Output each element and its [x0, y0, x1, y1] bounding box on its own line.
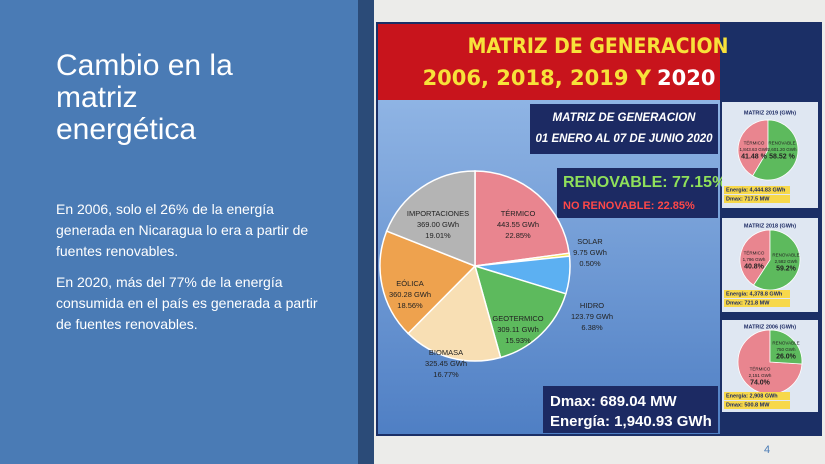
slice-share: 40.8% — [744, 263, 765, 270]
pie-slice — [385, 170, 476, 268]
slice-name: TÉRMICO — [750, 366, 771, 372]
slice-name: BIOMASA — [429, 348, 463, 357]
slice-name: HIDRO — [580, 301, 604, 310]
slice-share: 15.93% — [505, 336, 531, 345]
non-renewable-share: NO RENOVABLE: 22.85% — [563, 200, 695, 212]
footer-box — [724, 290, 790, 298]
slice-energy: 325.45 GWh — [425, 359, 467, 368]
totals-box — [543, 386, 718, 433]
slide-title: Cambio en la matriz energética — [56, 49, 233, 146]
slice-energy: 9.75 GWh — [573, 248, 607, 257]
slice-share: 74.0% — [750, 379, 771, 386]
pie-slice — [407, 264, 502, 362]
paragraph: En 2006, solo el 26% de la energía gener… — [56, 201, 309, 259]
accent-strip — [358, 0, 374, 464]
mini-footer: Dmax: 721.8 MW — [726, 300, 770, 306]
period-line: 01 ENERO AL 07 DE JUNIO 2020 — [535, 133, 713, 145]
pie-slice — [769, 329, 803, 365]
footer-box — [724, 392, 790, 400]
slice-name: RENOVABLE — [772, 341, 799, 346]
slice-name: TÉRMICO — [744, 140, 765, 146]
pie-slice — [473, 264, 567, 359]
renewable-share: RENOVABLE: 77.15% — [563, 174, 726, 191]
slice-share: 6.38% — [581, 323, 603, 332]
slice-share: 22.85% — [505, 231, 531, 240]
paragraph: En 2020, más del 77% de la energía consu… — [56, 274, 318, 332]
pie-slice — [752, 119, 799, 181]
slice-share: 19.01% — [425, 231, 451, 240]
slice-name: SOLAR — [577, 237, 603, 246]
slice-energy: 369.00 GWh — [417, 220, 459, 229]
period-box — [530, 104, 718, 154]
period-line: MATRIZ DE GENERACION — [553, 112, 697, 124]
mini-footer: Energía: 2,908 GWh — [726, 393, 778, 399]
banner — [378, 24, 720, 100]
slice-energy: 2,582 GWh — [775, 259, 798, 264]
mini-title: MATRIZ 2006 (GWh) — [744, 324, 796, 330]
slice-share: 16.77% — [433, 370, 459, 379]
slice-name: IMPORTACIONES — [407, 209, 469, 218]
footer-box — [724, 299, 790, 307]
mini-title: MATRIZ 2018 (GWh) — [744, 223, 796, 229]
slice-name: RENOVABLE — [772, 253, 799, 258]
mini-title: MATRIZ 2019 (GWh) — [744, 110, 796, 116]
footer-box — [724, 195, 790, 203]
banner-line: MATRIZ DE GENERACION — [468, 34, 729, 58]
slice-share: 59.2% — [776, 265, 797, 272]
share-box — [557, 168, 718, 218]
slice-energy: 1,796 GWh — [743, 257, 766, 262]
slice-energy: 2,151 GWh — [749, 373, 772, 378]
mini-footer: Dmax: 717.5 MW — [726, 196, 770, 202]
slice-energy: 2,601.20 GWh — [767, 147, 797, 152]
page-number: 4 — [764, 444, 771, 456]
slice-energy: 750 GWh — [776, 347, 796, 352]
left-panel — [0, 0, 358, 464]
footer-box — [724, 186, 790, 194]
slice-share: 18.56% — [397, 301, 423, 310]
slice-energy: 123.79 GWh — [571, 312, 613, 321]
footer-box — [724, 401, 790, 409]
slice-name: TÉRMICO — [744, 250, 765, 256]
banner-highlight: 2020 — [657, 66, 715, 90]
slice-share: 0.50% — [579, 259, 601, 268]
slice-share: 41.48 % — [741, 153, 767, 160]
slice-energy: 360.28 GWh — [389, 290, 431, 299]
slice-name: RENOVABLE — [768, 141, 795, 146]
slice-energy: 1,843.63 GWh — [739, 147, 769, 152]
slice-share: 58.52 % — [769, 153, 795, 160]
energy-total: Energía: 1,940.93 GWh — [550, 413, 712, 430]
slice-energy: 309.11 GWh — [497, 325, 539, 334]
pie-slice — [753, 229, 801, 291]
mini-footer: Energía: 4,378.8 GWh — [726, 291, 783, 297]
dmax-total: Dmax: 689.04 MW — [550, 393, 678, 410]
slice-name: TÉRMICO — [501, 209, 536, 218]
banner-line: 2006, 2018, 2019 Y — [423, 66, 652, 90]
mini-footer: Dmax: 500.8 MW — [726, 402, 770, 408]
slice-name: GEOTERMICO — [492, 314, 543, 323]
slice-energy: 443.55 GWh — [497, 220, 539, 229]
pie-slice — [474, 170, 570, 267]
slice-name: EÓLICA — [396, 279, 424, 288]
pie-slice — [737, 119, 769, 177]
mini-footer: Energía: 4,444.83 GWh — [726, 187, 786, 193]
slice-share: 26.0% — [776, 353, 797, 360]
